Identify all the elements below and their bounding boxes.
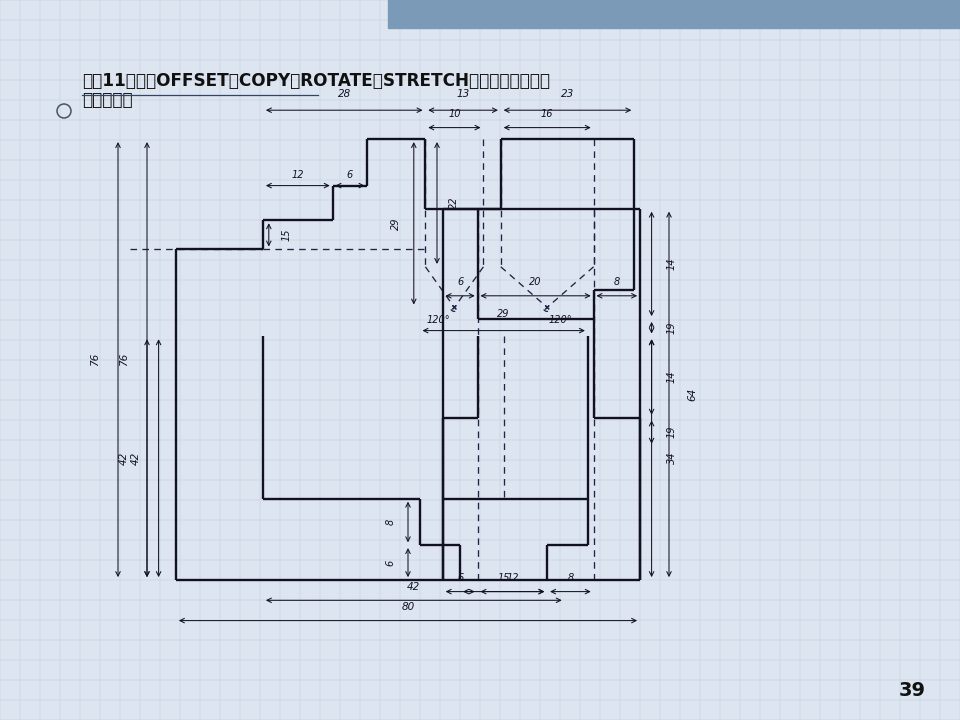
Text: 16: 16 (540, 109, 554, 119)
Text: 15: 15 (281, 229, 291, 241)
Text: 13: 13 (456, 89, 469, 99)
Text: 6: 6 (347, 170, 353, 180)
Text: 39: 39 (899, 680, 925, 700)
Text: 29: 29 (392, 217, 401, 230)
Text: 42: 42 (119, 451, 129, 465)
Text: 6: 6 (457, 277, 464, 287)
Text: 42: 42 (407, 582, 420, 592)
Text: 29: 29 (497, 309, 510, 319)
Text: 14: 14 (667, 371, 677, 383)
Text: 19: 19 (667, 321, 677, 334)
Text: 76: 76 (119, 353, 129, 366)
Text: 20: 20 (529, 277, 541, 287)
Text: 80: 80 (401, 602, 415, 612)
Text: 76: 76 (90, 353, 100, 366)
Text: 6: 6 (386, 559, 396, 566)
Text: 8: 8 (567, 573, 573, 583)
Text: 22: 22 (449, 197, 460, 210)
Text: 34: 34 (667, 452, 677, 464)
Text: 6: 6 (457, 573, 464, 583)
Text: 28: 28 (338, 89, 350, 99)
Text: 120°: 120° (427, 315, 450, 325)
Bar (388, 0, 960, 28)
Text: 120°: 120° (548, 315, 572, 325)
Text: 练习11：利用OFFSET、COPY、ROTATE及STRETCH等命令绘制下图所: 练习11：利用OFFSET、COPY、ROTATE及STRETCH等命令绘制下图… (82, 72, 550, 90)
Text: 15: 15 (497, 573, 510, 583)
Text: 12: 12 (506, 573, 518, 583)
Text: 8: 8 (386, 519, 396, 525)
Text: 64: 64 (687, 388, 697, 401)
Text: 8: 8 (613, 277, 620, 287)
Text: 14: 14 (667, 258, 677, 270)
Text: 23: 23 (561, 89, 574, 99)
Text: 示的图形。: 示的图形。 (82, 91, 132, 109)
Text: 42: 42 (131, 451, 140, 465)
Text: 10: 10 (448, 109, 461, 119)
Text: 12: 12 (292, 170, 304, 180)
Text: 19: 19 (667, 426, 677, 438)
